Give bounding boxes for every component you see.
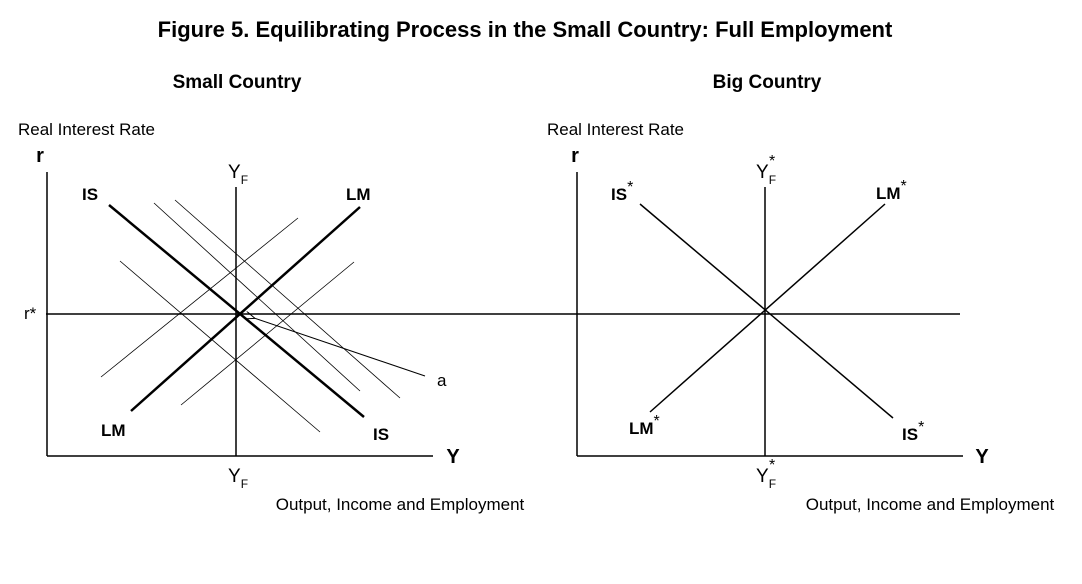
is-shift-line <box>119 260 321 433</box>
big-is-curve <box>639 203 894 419</box>
lm-shift-line <box>180 261 355 406</box>
big-country-panel: Big Country Real Interest Rate r Y Outpu… <box>547 72 1055 514</box>
small-lm-bottom-label: LM <box>101 421 126 440</box>
small-yf-bottom-label: YF <box>228 466 248 491</box>
small-y-axis-title: Real Interest Rate <box>18 120 155 139</box>
small-yf-top-label: YF <box>228 162 248 187</box>
big-x-axis-title: Output, Income and Employment <box>806 495 1055 514</box>
small-is-curve <box>108 204 365 418</box>
small-lm-curve <box>130 206 361 412</box>
point-a-pointer <box>254 318 426 377</box>
big-lm-bottom-label: LM* <box>629 413 660 438</box>
small-country-panel: Small Country Real Interest Rate r Y Out… <box>18 72 525 514</box>
big-y-axis-var: r <box>571 145 579 167</box>
small-country-heading: Small Country <box>173 72 302 93</box>
big-yf-bottom-label: YF* <box>756 457 776 491</box>
is-shift-line <box>153 202 361 392</box>
small-y-axis-var: r <box>36 145 44 167</box>
big-yf-top-label: YF* <box>756 153 776 187</box>
small-x-axis-title: Output, Income and Employment <box>276 495 525 514</box>
r-star-label: r* <box>24 304 37 323</box>
big-lm-curve <box>649 203 886 413</box>
big-is-top-label: IS* <box>611 179 633 204</box>
lm-shift-line <box>100 217 299 378</box>
small-is-bottom-label: IS <box>373 425 389 444</box>
figure-title: Figure 5. Equilibrating Process in the S… <box>158 17 893 42</box>
big-x-axis-var: Y <box>975 446 989 468</box>
big-y-axis-title: Real Interest Rate <box>547 120 684 139</box>
big-country-heading: Big Country <box>713 72 822 93</box>
small-lm-top-label: LM <box>346 185 371 204</box>
big-is-bottom-label: IS* <box>902 419 924 444</box>
big-lm-top-label: LM* <box>876 178 907 203</box>
is-shift-line <box>174 199 401 399</box>
small-x-axis-var: Y <box>446 446 460 468</box>
small-is-top-label: IS <box>82 185 98 204</box>
point-a-label: a <box>437 371 447 390</box>
